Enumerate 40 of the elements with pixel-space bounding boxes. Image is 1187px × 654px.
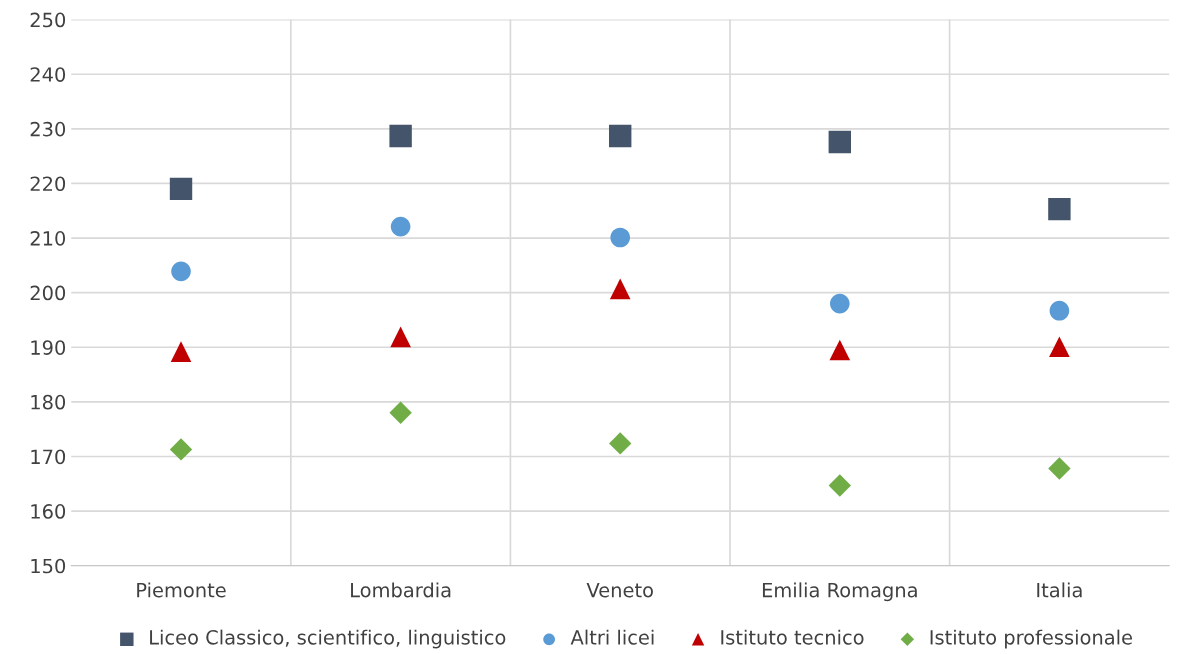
point — [390, 326, 411, 348]
y-tick-label: 250 — [30, 12, 66, 28]
point — [828, 474, 851, 497]
y-tick-label: 210 — [30, 231, 66, 246]
point — [389, 401, 412, 424]
y-tick-label: 240 — [30, 67, 66, 82]
point — [169, 438, 193, 461]
point — [171, 261, 191, 282]
point — [829, 293, 850, 314]
point — [1049, 336, 1070, 358]
point — [390, 216, 411, 237]
point — [828, 130, 851, 154]
y-tick-label: 200 — [30, 285, 66, 301]
x-tick-label: Emilia Romagna — [762, 582, 917, 602]
legend-label: Liceo Classico, scientifico, linguistico — [150, 629, 506, 649]
y-tick-label: 180 — [31, 394, 66, 410]
point — [609, 432, 632, 455]
y-tick-label: 150 — [31, 558, 66, 574]
y-tick-label: 170 — [31, 449, 66, 465]
point — [1049, 300, 1070, 321]
point — [1048, 197, 1071, 221]
point — [610, 227, 631, 248]
y-tick-label: 220 — [30, 176, 66, 192]
point — [829, 339, 851, 361]
y-tick-label: 190 — [31, 340, 66, 355]
legend-label: Istituto professionale — [930, 629, 1133, 649]
legend-label: Istituto tecnico — [721, 629, 864, 645]
y-tick-label: 230 — [30, 121, 66, 137]
legend-label: Altri licei — [570, 629, 654, 645]
y-tick-label: 160 — [31, 504, 66, 519]
x-tick-label: Italia — [1037, 582, 1082, 598]
x-tick-label: Veneto — [586, 582, 653, 598]
point — [170, 341, 192, 362]
x-tick-label: Piemonte — [137, 582, 226, 598]
x-tick-label: Lombardia — [351, 582, 451, 598]
point — [389, 124, 412, 148]
point — [169, 177, 193, 201]
point — [609, 278, 631, 300]
point — [1048, 457, 1071, 480]
point — [609, 124, 632, 148]
